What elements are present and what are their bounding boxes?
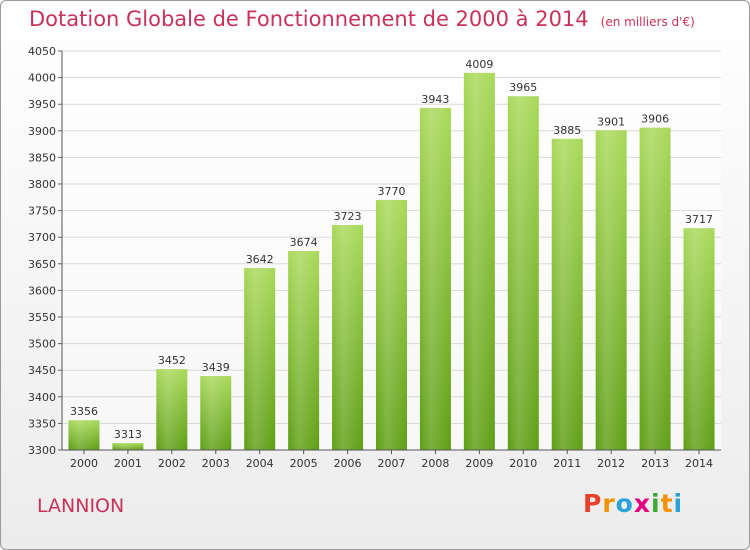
bar-gloss xyxy=(244,268,276,450)
y-tick-label: 3550 xyxy=(28,311,56,324)
value-label-2011: 3885 xyxy=(553,124,581,137)
y-tick-label: 3700 xyxy=(28,231,56,244)
y-tick-label: 3950 xyxy=(28,98,56,111)
value-label-2006: 3723 xyxy=(334,210,362,223)
x-tick-label-2005: 2005 xyxy=(290,457,318,470)
bar-gloss xyxy=(419,107,451,450)
bar-gloss xyxy=(68,420,100,450)
y-tick-label: 3400 xyxy=(28,391,56,404)
bar-gloss xyxy=(551,138,583,450)
y-tick-label: 3300 xyxy=(28,444,56,457)
location-label: LANNION xyxy=(37,495,125,517)
value-label-2003: 3439 xyxy=(202,361,230,374)
x-tick-label-2010: 2010 xyxy=(509,457,537,470)
y-tick-label: 3750 xyxy=(28,205,56,218)
logo-letter: t xyxy=(660,489,674,518)
value-label-2010: 3965 xyxy=(509,81,537,94)
y-tick-label: 3600 xyxy=(28,284,56,297)
x-tick-label-2014: 2014 xyxy=(685,457,713,470)
title-text: Dotation Globale de Fonctionnement de 20… xyxy=(29,7,589,31)
x-tick-label-2006: 2006 xyxy=(334,457,362,470)
value-label-2000: 3356 xyxy=(70,405,98,418)
bar-gloss xyxy=(200,376,232,450)
value-label-2009: 4009 xyxy=(465,58,493,71)
value-label-2005: 3674 xyxy=(290,236,318,249)
x-tick-label-2007: 2007 xyxy=(378,457,406,470)
value-label-2002: 3452 xyxy=(158,354,186,367)
y-tick-label: 3900 xyxy=(28,125,56,138)
bar-gloss xyxy=(683,228,715,450)
x-tick-label-2011: 2011 xyxy=(553,457,581,470)
y-tick-label: 3850 xyxy=(28,151,56,164)
chart-title: Dotation Globale de Fonctionnement de 20… xyxy=(29,7,695,31)
x-tick-label-2002: 2002 xyxy=(158,457,186,470)
axis-layer: 3300 3350 3400 3450 3500 3550 3600 3650 3700 3750… xyxy=(28,45,721,470)
bar-gloss xyxy=(463,72,495,450)
x-tick-label-2000: 2000 xyxy=(70,457,98,470)
x-tick-label-2003: 2003 xyxy=(202,457,230,470)
logo-letter: P xyxy=(583,489,603,518)
bar-gloss xyxy=(112,443,144,450)
bar-gloss xyxy=(332,224,364,450)
bar-gloss xyxy=(156,369,188,450)
value-label-2014: 3717 xyxy=(685,213,713,226)
bar-gloss xyxy=(639,127,671,450)
x-tick-label-2008: 2008 xyxy=(421,457,449,470)
value-label-2007: 3770 xyxy=(378,185,406,198)
logo-letter: i xyxy=(651,489,661,518)
y-tick-label: 4050 xyxy=(28,45,56,58)
logo-letter: o xyxy=(615,489,634,518)
x-tick-label-2009: 2009 xyxy=(465,457,493,470)
value-label-2004: 3642 xyxy=(246,253,274,266)
y-tick-label: 4000 xyxy=(28,72,56,85)
bar-gloss xyxy=(288,251,320,450)
y-tick-label: 3650 xyxy=(28,258,56,271)
bar-gloss xyxy=(595,130,627,450)
bar-gloss xyxy=(376,199,407,450)
bars-layer: 3356 3313 3452 3439 3642 3674 3723 3770 3943 4009… xyxy=(68,58,715,450)
logo-letter: x xyxy=(633,489,651,518)
value-label-2008: 3943 xyxy=(421,93,449,106)
y-tick-label: 3500 xyxy=(28,338,56,351)
bar-gloss xyxy=(507,96,539,450)
value-label-2013: 3906 xyxy=(641,113,669,126)
logo-letter: r xyxy=(602,489,616,518)
x-tick-label-2013: 2013 xyxy=(641,457,669,470)
logo-letter: i xyxy=(673,489,684,518)
proxiti-logo[interactable]: Proxiti xyxy=(583,489,683,518)
x-tick-label-2001: 2001 xyxy=(114,457,142,470)
x-tick-label-2004: 2004 xyxy=(246,457,274,470)
title-unit: (en milliers d'€) xyxy=(600,15,695,29)
y-tick-label: 3350 xyxy=(28,417,56,430)
value-label-2012: 3901 xyxy=(597,115,625,128)
value-label-2001: 3313 xyxy=(114,428,142,441)
y-tick-label: 3450 xyxy=(28,364,56,377)
y-tick-label: 3800 xyxy=(28,178,56,191)
x-tick-label-2012: 2012 xyxy=(597,457,625,470)
